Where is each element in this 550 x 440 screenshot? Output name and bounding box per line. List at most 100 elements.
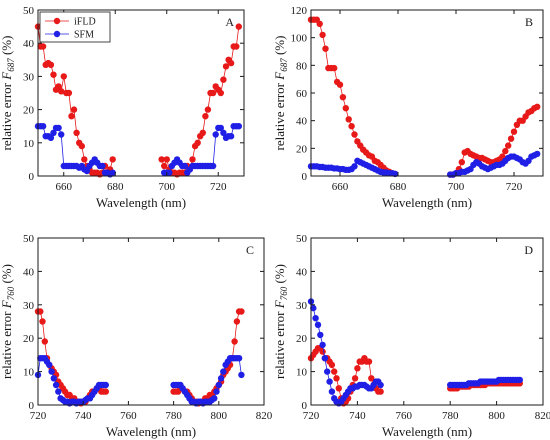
x-tick-label: 720 (303, 410, 320, 422)
data-point-ifld (47, 61, 55, 68)
series-line-ifld (311, 19, 396, 175)
legend-label-sfm: SFM (74, 30, 94, 41)
y-axis-label: relative error F687 (%) (0, 36, 16, 151)
data-point-ifld (507, 135, 515, 142)
y-tick-label: 0 (302, 400, 308, 412)
data-point-ifld (458, 159, 465, 166)
data-point-ifld (60, 73, 67, 80)
data-point-ifld (102, 388, 110, 395)
data-point-ifld (55, 83, 62, 90)
data-point-ifld (41, 338, 48, 345)
y-axis-label: relative error F760 (%) (272, 264, 289, 379)
panel-b: 660 680 700 720 0 20 40 60 80 100 120 Wavelength (n… (272, 5, 544, 210)
y-tick-label: 50 (296, 233, 308, 245)
data-point-sfm (314, 321, 322, 328)
y-tick-label: 30 (23, 300, 35, 312)
data-point-sfm (39, 123, 47, 130)
data-point-sfm (235, 355, 243, 362)
data-point-ifld (158, 156, 165, 163)
x-axis-label: Wavelength (nm) (106, 424, 196, 439)
data-point-ifld (58, 88, 65, 95)
y-tick-label: 40 (23, 38, 35, 50)
data-point-ifld (351, 131, 358, 138)
y-tick-label: 20 (296, 333, 308, 345)
data-point-ifld (235, 23, 242, 30)
data-point-ifld (377, 388, 384, 395)
data-point-ifld (333, 375, 340, 382)
y-tick-label: 0 (29, 400, 35, 412)
data-point-sfm (83, 167, 91, 175)
data-point-ifld (238, 308, 245, 315)
y-tick-label: 0 (29, 171, 35, 183)
x-axis-label: Wavelength (nm) (382, 195, 472, 210)
x-axis-label: Wavelength (nm) (382, 424, 472, 439)
data-point-ifld (70, 106, 78, 113)
data-point-sfm (217, 124, 224, 132)
data-point-ifld (354, 365, 361, 372)
data-point-ifld (81, 156, 88, 163)
y-tick-label: 20 (23, 333, 35, 345)
data-point-sfm (99, 162, 106, 170)
data-point-sfm (50, 375, 57, 382)
data-point-ifld (351, 375, 359, 382)
data-point-sfm (215, 381, 222, 389)
data-point-ifld (345, 116, 352, 123)
x-tick-label: 780 (442, 410, 459, 422)
data-point-sfm (238, 371, 245, 379)
data-point-ifld (231, 338, 238, 345)
y-tick-label: 50 (23, 233, 35, 245)
x-tick-label: 660 (332, 181, 349, 193)
y-tick-label: 100 (291, 33, 308, 45)
y-tick-label: 10 (23, 367, 35, 379)
y-tick-label: 50 (23, 5, 35, 17)
y-tick-label: 10 (23, 138, 35, 150)
data-point-ifld (161, 162, 168, 170)
data-point-ifld (342, 105, 349, 112)
data-point-ifld (319, 31, 326, 39)
panel-c: 720 740 760 780 800 820 0 10 20 30 40 50 Wavelength … (0, 233, 273, 439)
data-point-sfm (46, 361, 53, 369)
data-point-sfm (326, 378, 333, 385)
y-tick-label: 60 (296, 88, 308, 100)
data-point-sfm (321, 355, 329, 362)
plot-frame (37, 9, 245, 177)
data-point-sfm (213, 388, 220, 395)
data-point-ifld (194, 139, 201, 146)
data-point-sfm (324, 368, 331, 375)
data-point-ifld (233, 43, 240, 50)
data-point-ifld (199, 129, 206, 136)
y-tick-label: 20 (296, 143, 308, 155)
panel-d: 720 740 760 780 800 820 0 10 20 30 40 50 Wavelength … (272, 233, 550, 439)
x-axis-label: Wavelength (nm) (96, 195, 186, 210)
x-tick-label: 760 (396, 410, 413, 422)
y-tick-label: 80 (296, 60, 308, 72)
data-point-ifld (109, 156, 116, 163)
data-point-ifld (68, 113, 75, 120)
data-point-ifld (222, 63, 230, 70)
data-point-ifld (78, 142, 86, 150)
data-point-sfm (55, 388, 62, 395)
data-point-sfm (109, 169, 116, 176)
data-point-sfm (181, 162, 188, 170)
data-point-ifld (220, 76, 227, 83)
series-line-ifld (37, 26, 114, 175)
data-point-sfm (312, 315, 319, 322)
data-point-ifld (202, 113, 209, 120)
y-tick-label: 0 (302, 171, 308, 183)
data-point-ifld (510, 128, 518, 135)
data-point-ifld (73, 129, 80, 136)
legend: iFLD SFM (39, 11, 111, 43)
data-point-ifld (319, 348, 326, 355)
legend-marker-ifld (53, 17, 61, 25)
y-tick-label: 20 (23, 105, 35, 117)
data-point-sfm (317, 331, 324, 339)
data-point-sfm (377, 381, 384, 389)
data-point-ifld (336, 81, 344, 88)
data-point-ifld (50, 71, 57, 78)
data-point-ifld (348, 123, 355, 130)
data-point-sfm (102, 381, 110, 389)
legend-marker-sfm (53, 30, 61, 38)
data-point-sfm (50, 129, 57, 136)
plot-frame (37, 237, 265, 406)
data-point-sfm (58, 131, 65, 138)
